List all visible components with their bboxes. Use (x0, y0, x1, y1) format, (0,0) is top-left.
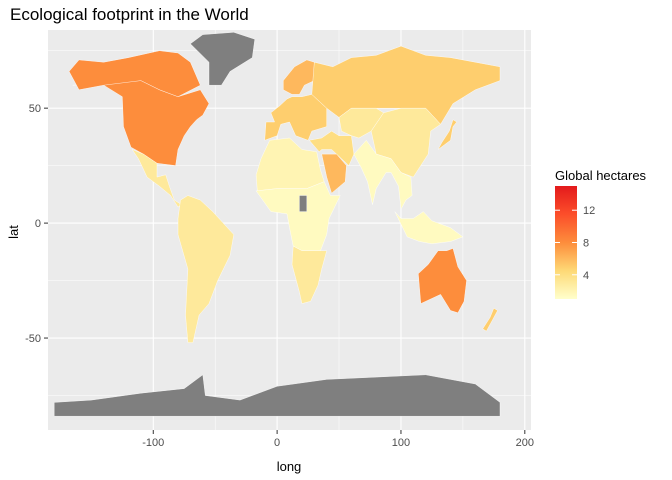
map-regions (54, 32, 501, 417)
legend-tick-label: 8 (583, 238, 589, 250)
region-australia (418, 248, 467, 314)
region-india-se-asia (353, 139, 413, 210)
y-axis-title: lat (6, 225, 21, 239)
region-antarctica (54, 374, 501, 417)
legend-tick-label: 4 (583, 270, 589, 282)
region-sub-saharan-africa (255, 181, 341, 251)
x-axis-title: long (277, 459, 302, 474)
region-saudi-arabia (321, 153, 347, 194)
y-axis-ticks: 50 0 -50 (25, 103, 48, 345)
region-new-zealand (482, 307, 498, 332)
y-tick-label: 50 (29, 103, 41, 115)
legend-ticks: 12 8 4 (555, 205, 595, 282)
region-alaska-canada-north (68, 50, 201, 97)
region-indonesia (394, 211, 464, 245)
x-tick-label: -100 (142, 437, 164, 449)
legend-colorbar (555, 186, 577, 299)
region-greenland (190, 32, 256, 86)
x-tick-label: 100 (392, 437, 410, 449)
x-axis-ticks: -100 0 100 200 (142, 430, 534, 449)
region-japan (437, 119, 457, 150)
y-tick-label: 0 (35, 218, 41, 230)
region-mexico-central-america (131, 149, 183, 208)
region-southern-africa (291, 245, 327, 304)
y-tick-label: -50 (25, 333, 41, 345)
region-south-america (177, 195, 235, 343)
x-tick-label: 0 (274, 437, 280, 449)
legend-title: Global hectares (555, 168, 647, 183)
region-middle-east (308, 130, 355, 166)
region-african-gaps (299, 195, 307, 212)
map-title: Ecological footprint in the World (10, 5, 249, 24)
legend-tick-label: 12 (583, 205, 595, 217)
x-tick-label: 200 (516, 437, 534, 449)
